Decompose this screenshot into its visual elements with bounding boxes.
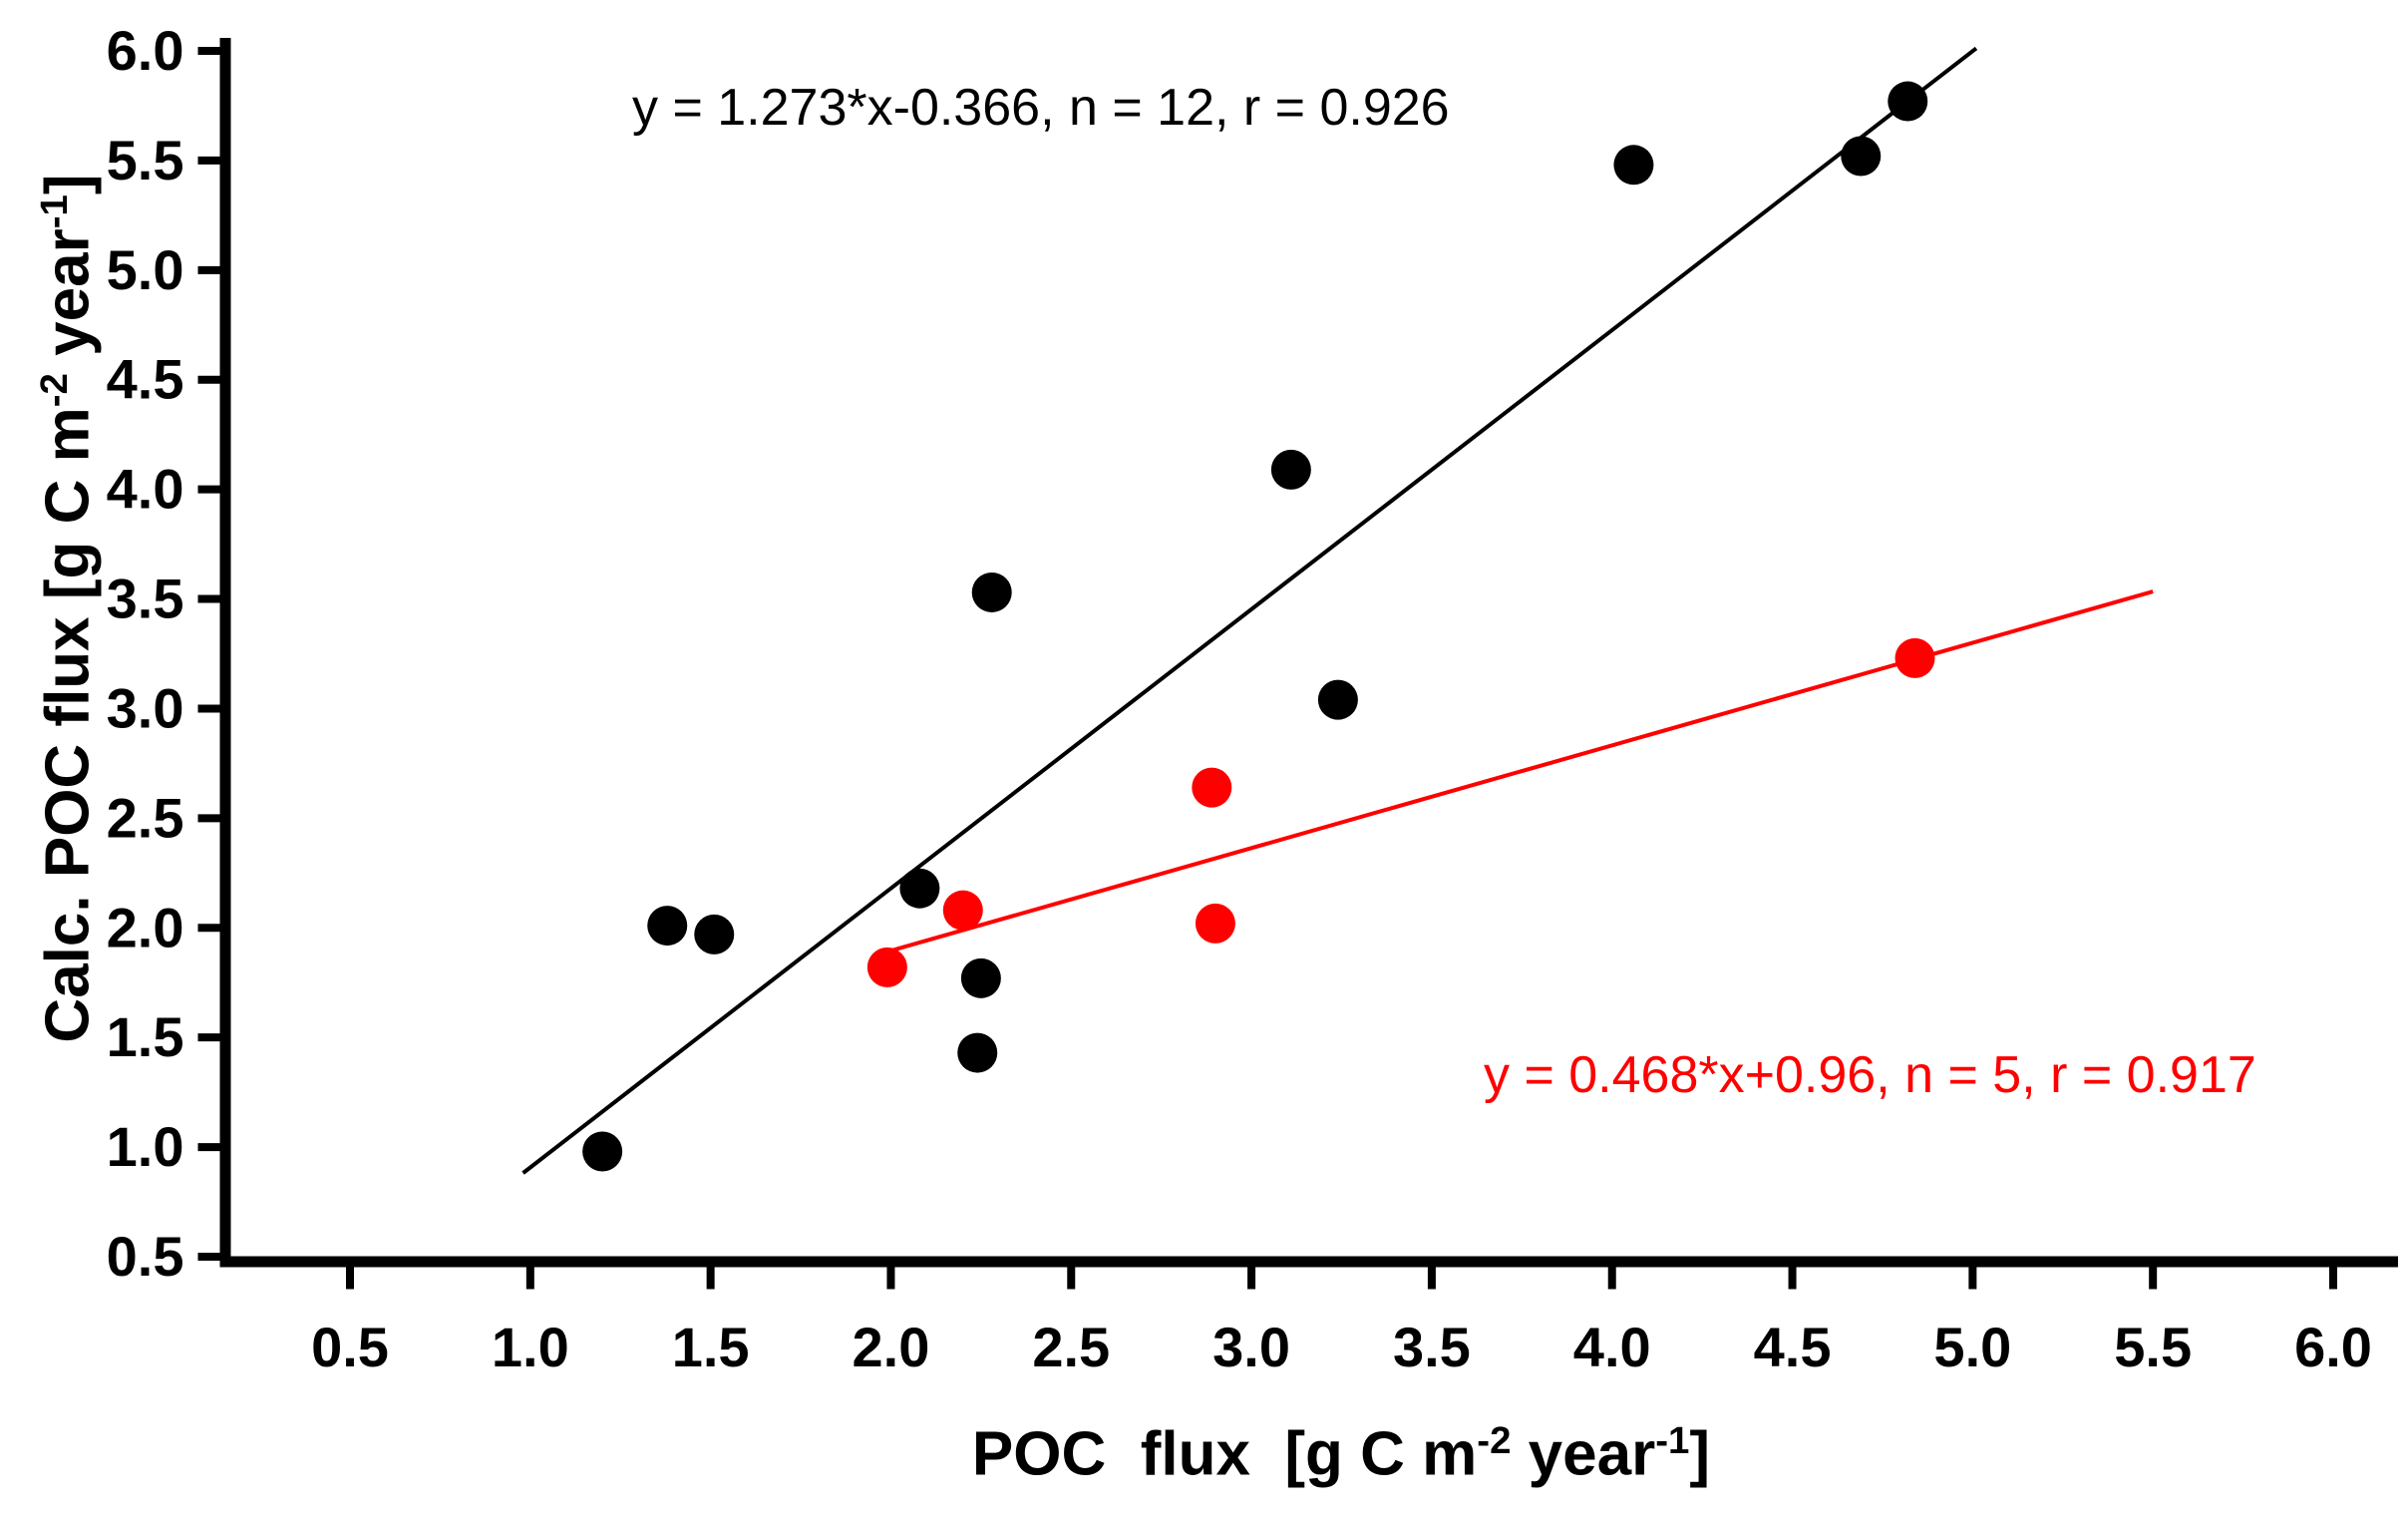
y-tick-label: 0.5 (107, 1225, 184, 1288)
x-tick-label: 4.0 (1573, 1316, 1651, 1378)
x-tick-label: 1.0 (492, 1316, 569, 1378)
x-tick-label: 0.5 (311, 1316, 389, 1378)
black-series-point (1613, 145, 1654, 186)
y-tick-label: 2.0 (107, 896, 184, 958)
x-axis-title-sup-2: -2 (1477, 1418, 1512, 1462)
x-tick-label: 1.5 (672, 1316, 750, 1378)
y-axis-title-sup-2: -2 (32, 373, 76, 408)
x-tick-label: 3.5 (1393, 1316, 1471, 1378)
black-series-point (971, 572, 1012, 612)
y-tick-label: 5.5 (107, 129, 184, 191)
y-axis-title: Calc. POC flux [g C m-2 year-1] (33, 174, 104, 1042)
black-series-point (899, 868, 940, 909)
x-tick-label: 2.5 (1032, 1316, 1110, 1378)
x-axis-title-sup-1: -1 (1655, 1418, 1690, 1462)
red-series-point (1192, 767, 1232, 808)
y-tick-label: 6.0 (107, 19, 184, 82)
black-series-point (1888, 81, 1928, 122)
y-axis-title-text-2: year (33, 228, 103, 374)
red-series-point (1894, 637, 1935, 678)
black-series-point (957, 1032, 998, 1073)
y-axis-title-text: Calc. POC flux [g C m (33, 407, 103, 1043)
black-series-point (647, 906, 688, 947)
red-series-fit-line (879, 589, 2154, 956)
x-tick-label: 6.0 (2294, 1316, 2372, 1378)
black-series-fit-line (521, 46, 1978, 1175)
black-series-point (694, 914, 735, 954)
red-series-point (1195, 903, 1235, 944)
black-series-equation: y = 1.273*x-0.366, n = 12, r = 0.926 (632, 79, 1450, 137)
y-tick-label: 1.0 (107, 1115, 184, 1178)
black-series-point (582, 1131, 623, 1172)
x-axis-title-text-3: ] (1689, 1419, 1711, 1489)
x-tick-label: 3.0 (1212, 1316, 1290, 1378)
red-series-point (942, 890, 983, 931)
black-series-point (1841, 136, 1882, 177)
x-axis-title: POC flux [g C m-2 year-1] (972, 1419, 1710, 1490)
red-series-equation: y = 0.468*x+0.96, n = 5, r = 0.917 (1484, 1046, 2256, 1104)
x-axis-title-text: POC flux [g C m (971, 1419, 1478, 1489)
y-tick-label: 4.5 (107, 348, 184, 411)
y-tick-label: 3.5 (107, 568, 184, 630)
y-axis-title-text-3: ] (33, 174, 103, 195)
black-series-point (960, 957, 1001, 998)
x-tick-label: 4.5 (1754, 1316, 1832, 1378)
y-tick-label: 3.0 (107, 676, 184, 739)
black-series-point (1270, 449, 1311, 490)
x-tick-label: 5.0 (1933, 1316, 2011, 1378)
y-tick-label: 4.0 (107, 458, 184, 521)
black-series-point (1317, 679, 1358, 720)
y-tick-label: 5.0 (107, 238, 184, 301)
y-tick-label: 2.5 (107, 786, 184, 849)
x-tick-label: 5.5 (2114, 1316, 2192, 1378)
red-series-point (866, 947, 907, 987)
x-axis-title-text-2: year (1511, 1419, 1656, 1489)
y-axis-title-sup-1: -1 (32, 194, 76, 229)
y-tick-label: 1.5 (107, 1005, 184, 1068)
x-tick-label: 2.0 (853, 1316, 930, 1378)
